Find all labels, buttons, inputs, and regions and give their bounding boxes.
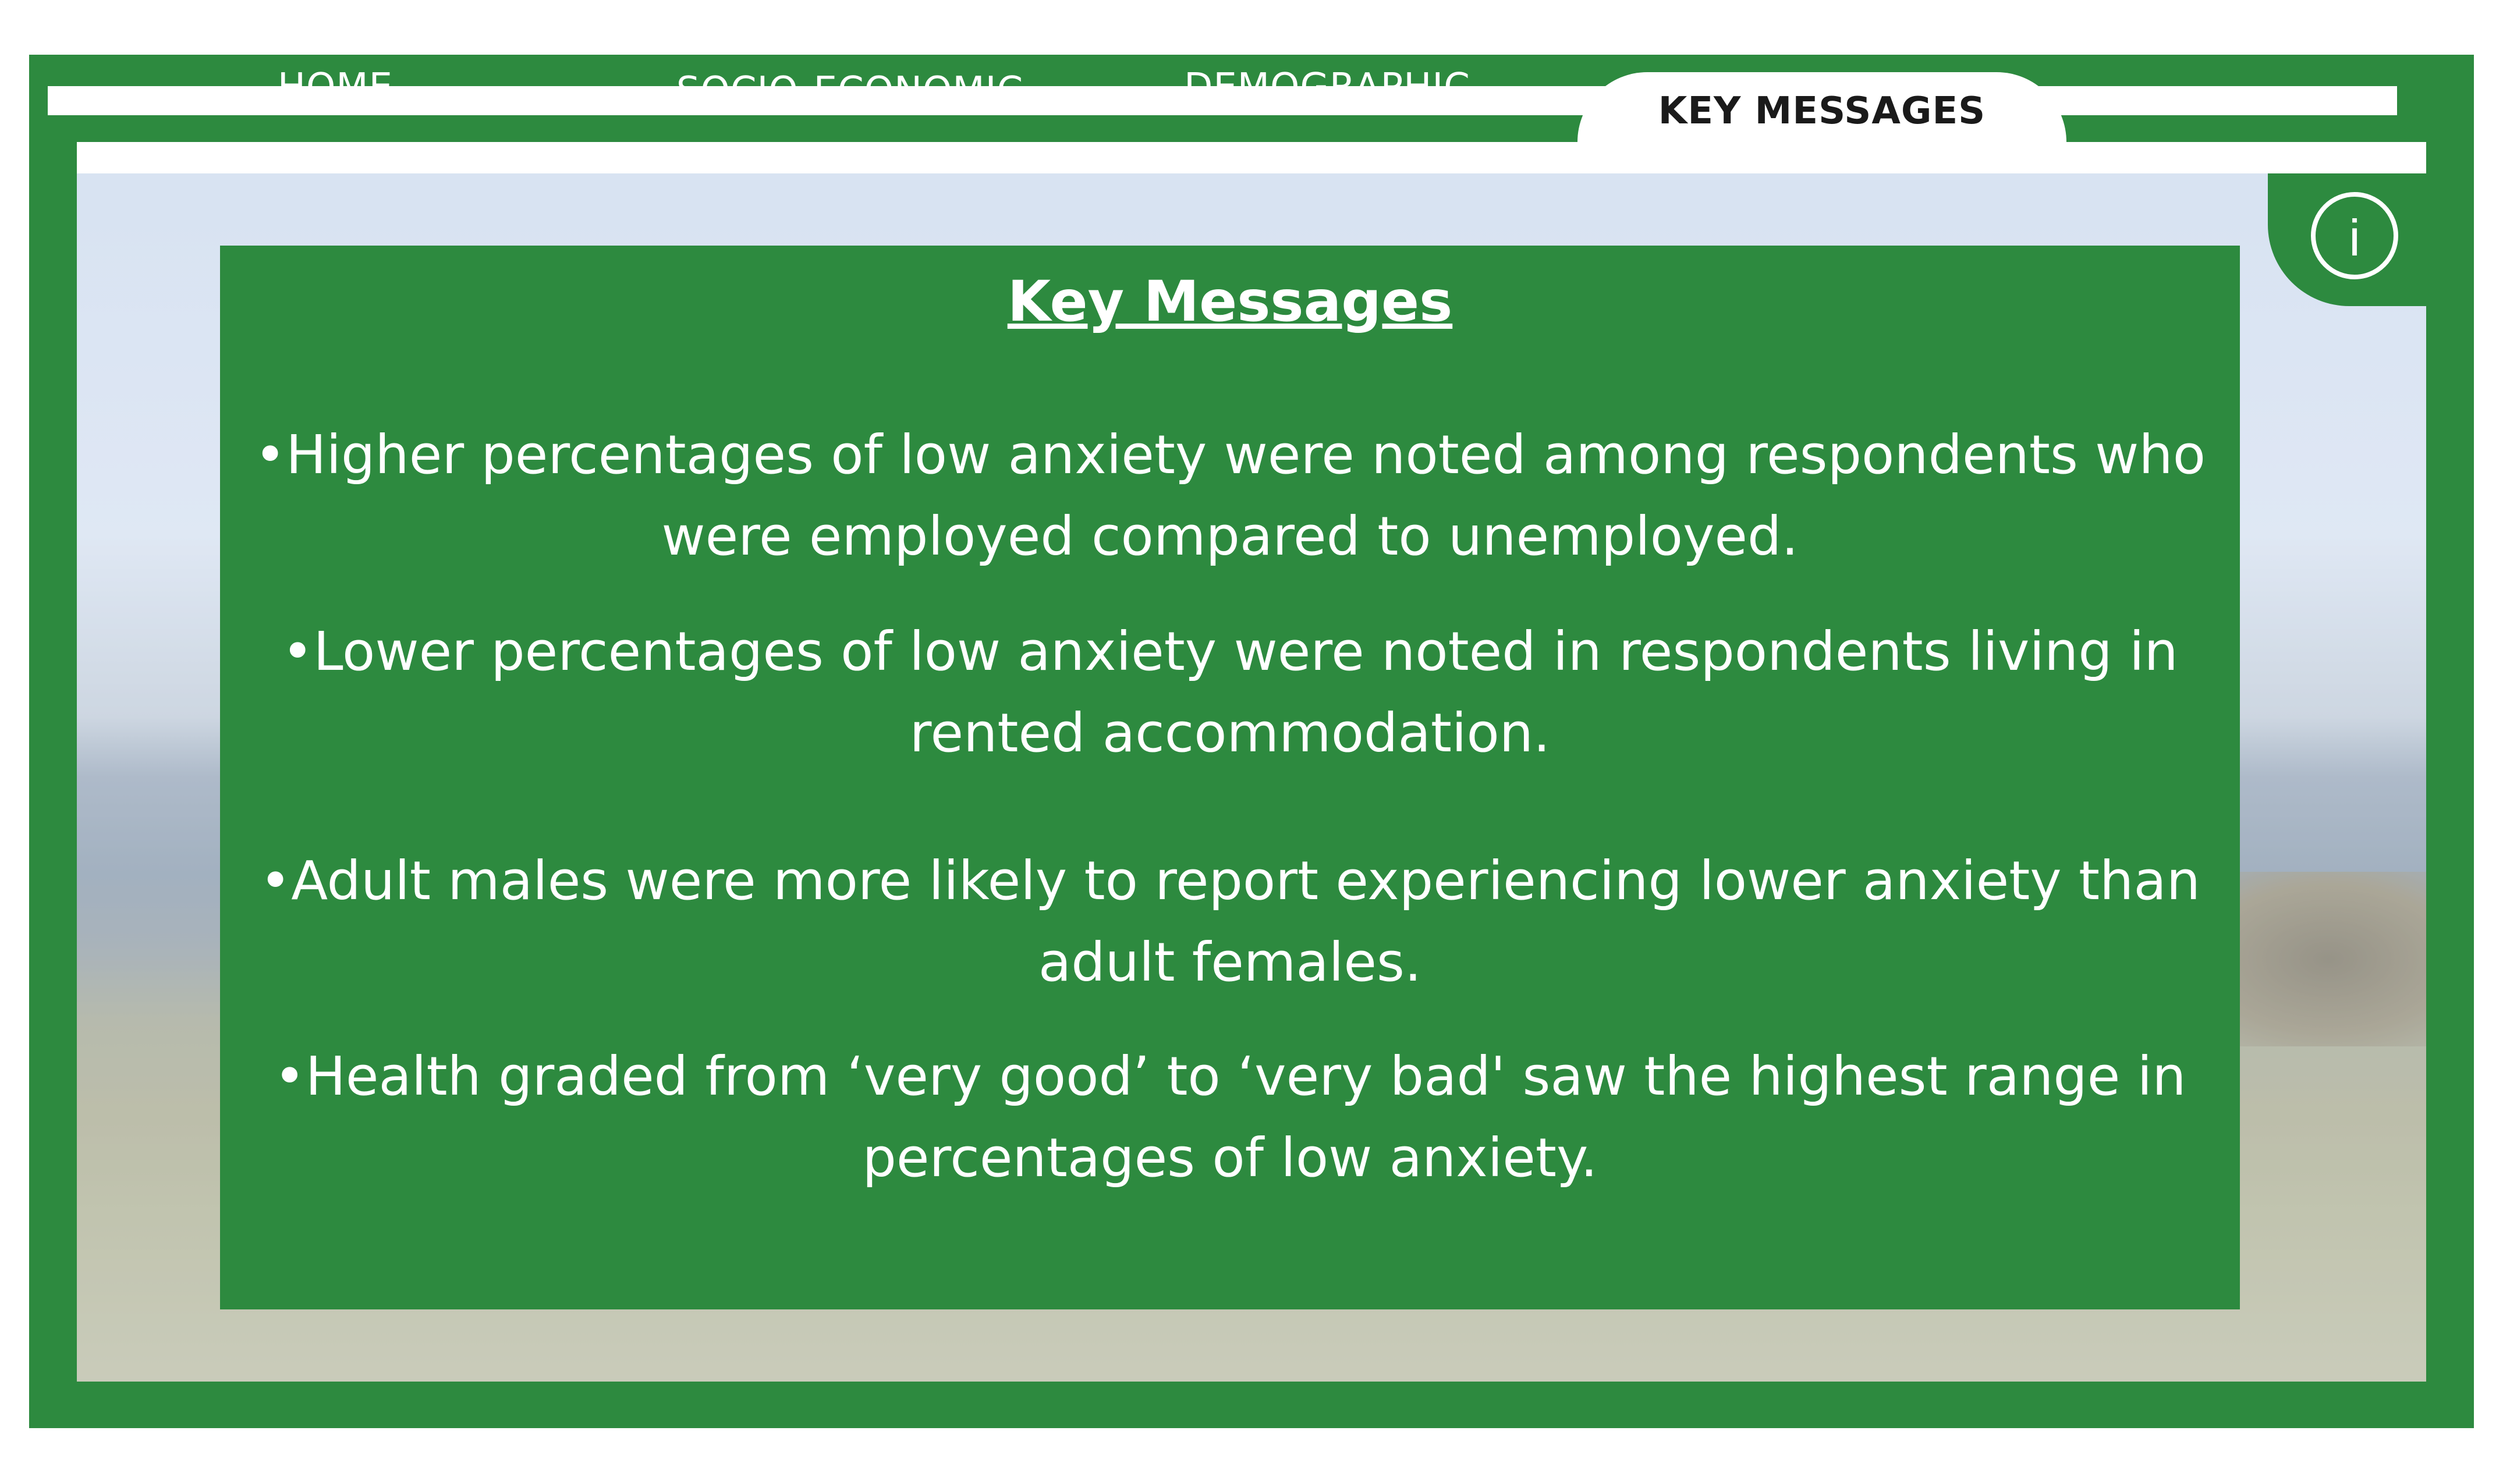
key-message-line: percentages of low anxiety. [862,1127,1598,1189]
key-messages-panel: Key Messages •Higher percentages of low … [220,246,2240,1309]
tab-socio-economic[interactable]: SOCIO-ECONOMIC [676,69,1024,112]
info-glyph: i [2349,209,2360,267]
key-message-line: rented accommodation. [909,702,1551,764]
key-message-line: •Health graded from ‘very good’ to ‘very… [274,1045,2186,1107]
key-message-line: adult females. [1038,931,1422,993]
key-message: •Lower percentages of low anxiety were n… [220,611,2240,774]
key-message: •Higher percentages of low anxiety were … [220,414,2240,577]
key-message: •Adult males were more likely to report … [220,840,2240,1003]
tab-demographic[interactable]: DEMOGRAPHIC [1184,66,1470,109]
content-top-border [77,142,2426,173]
key-message: •Health graded from ‘very good’ to ‘very… [220,1036,2240,1199]
tab-home[interactable]: HOME [277,66,393,109]
tab-key-messages[interactable]: KEY MESSAGES [1577,72,2066,142]
panel-title: Key Messages [1007,269,1453,334]
key-message-line: were employed compared to unemployed. [661,505,1799,567]
key-message-line: •Adult males were more likely to report … [259,850,2201,912]
key-message-line: •Lower percentages of low anxiety were n… [282,620,2178,683]
info-icon[interactable]: i [2311,192,2398,279]
key-message-line: •Higher percentages of low anxiety were … [254,424,2206,486]
